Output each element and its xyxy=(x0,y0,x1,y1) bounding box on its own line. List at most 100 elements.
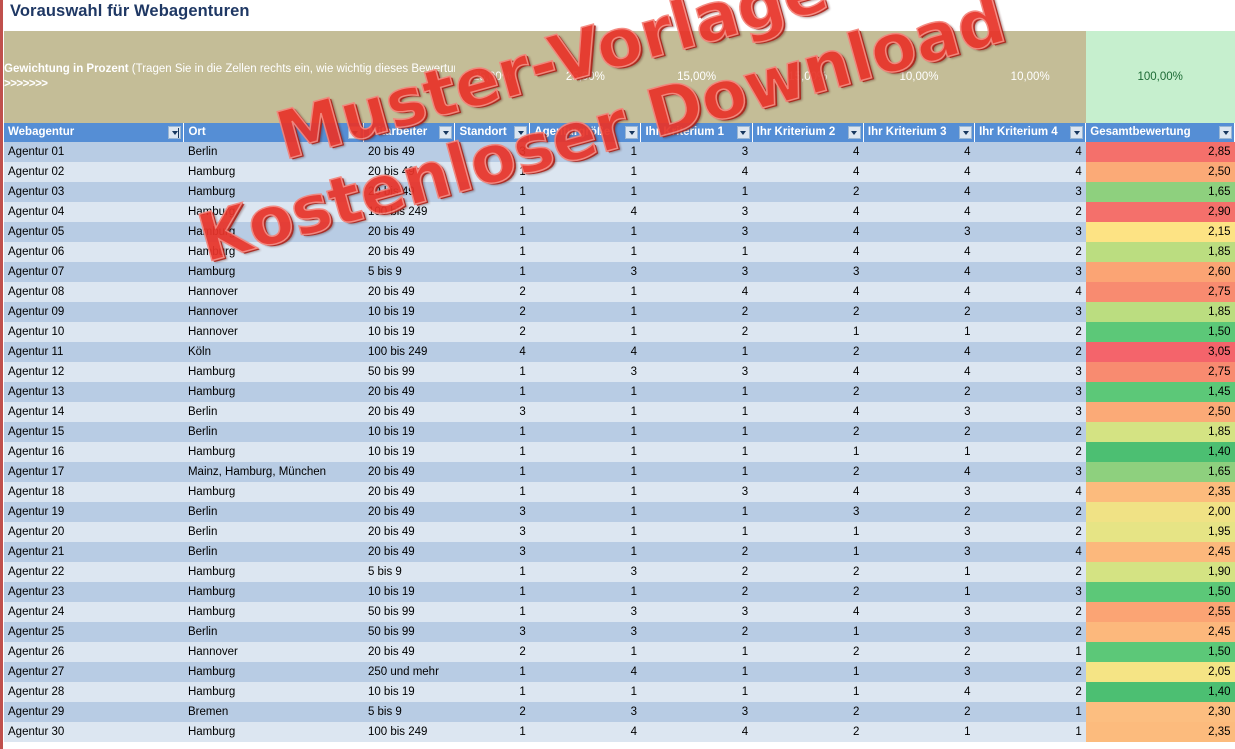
agency-location[interactable]: Hamburg xyxy=(183,162,364,182)
score-kriterium-4[interactable]: 3 xyxy=(974,362,1086,382)
agency-name[interactable]: Agentur 17 xyxy=(4,462,184,482)
table-row[interactable]: Agentur 11 Köln 100 bis 249 4 4 1 2 4 2 3,05 xyxy=(4,342,1235,362)
agency-employees[interactable]: 20 bis 49 xyxy=(363,462,455,482)
score-kriterium-3[interactable]: 4 xyxy=(863,682,975,702)
score-kriterium-4[interactable]: 3 xyxy=(974,302,1086,322)
score-agenturgroesse[interactable]: 3 xyxy=(529,362,641,382)
score-kriterium-4[interactable]: 1 xyxy=(974,722,1086,742)
score-standort[interactable]: 1 xyxy=(454,722,530,742)
score-kriterium-4[interactable]: 2 xyxy=(974,322,1086,342)
weighting-percent-2[interactable]: 25,00% xyxy=(529,31,641,123)
score-kriterium-2[interactable]: 2 xyxy=(752,722,864,742)
agency-name[interactable]: Agentur 20 xyxy=(4,522,184,542)
score-agenturgroesse[interactable]: 1 xyxy=(529,322,641,342)
score-kriterium-4[interactable]: 3 xyxy=(974,182,1086,202)
score-standort[interactable]: 1 xyxy=(454,222,530,242)
agency-name[interactable]: Agentur 09 xyxy=(4,302,184,322)
score-kriterium-2[interactable]: 2 xyxy=(752,462,864,482)
score-kriterium-3[interactable]: 4 xyxy=(863,342,975,362)
score-standort[interactable]: 3 xyxy=(454,622,530,642)
score-agenturgroesse[interactable]: 4 xyxy=(529,342,641,362)
agency-location[interactable]: Berlin xyxy=(183,502,364,522)
agency-name[interactable]: Agentur 08 xyxy=(4,282,184,302)
agency-name[interactable]: Agentur 14 xyxy=(4,402,184,422)
score-kriterium-2[interactable]: 2 xyxy=(752,422,864,442)
score-kriterium-4[interactable]: 3 xyxy=(974,462,1086,482)
score-kriterium-3[interactable]: 2 xyxy=(863,382,975,402)
score-kriterium-2[interactable]: 4 xyxy=(752,222,864,242)
weighting-percent-4[interactable]: 15,00% xyxy=(752,31,864,123)
agency-location[interactable]: Berlin xyxy=(183,142,364,162)
score-kriterium-4[interactable]: 2 xyxy=(974,242,1086,262)
score-kriterium-4[interactable]: 3 xyxy=(974,582,1086,602)
agency-name[interactable]: Agentur 23 xyxy=(4,582,184,602)
score-kriterium-4[interactable]: 3 xyxy=(974,262,1086,282)
column-header-ihr-kriterium-2[interactable]: Ihr Kriterium 2 xyxy=(752,123,864,142)
score-kriterium-2[interactable]: 1 xyxy=(752,322,864,342)
score-agenturgroesse[interactable]: 1 xyxy=(529,522,641,542)
agency-location[interactable]: Köln xyxy=(183,342,364,362)
score-kriterium-2[interactable]: 2 xyxy=(752,342,864,362)
agency-employees[interactable]: 20 bis 49 xyxy=(363,522,455,542)
score-kriterium-4[interactable]: 4 xyxy=(974,482,1086,502)
table-row[interactable]: Agentur 10 Hannover 10 bis 19 2 1 2 1 1 2 1,50 xyxy=(4,322,1235,342)
filter-icon[interactable] xyxy=(847,126,861,139)
score-agenturgroesse[interactable]: 1 xyxy=(529,502,641,522)
agency-employees[interactable]: 20 bis 49 xyxy=(363,402,455,422)
table-row[interactable]: Agentur 28 Hamburg 10 bis 19 1 1 1 1 4 2 1,40 xyxy=(4,682,1235,702)
score-kriterium-2[interactable]: 3 xyxy=(752,502,864,522)
table-row[interactable]: Agentur 22 Hamburg 5 bis 9 1 3 2 2 1 2 1,90 xyxy=(4,562,1235,582)
column-header-ihr-kriterium-1[interactable]: Ihr Kriterium 1 xyxy=(640,123,753,142)
table-row[interactable]: Agentur 04 Hamburg 100 bis 249 1 4 3 4 4 2 2,90 xyxy=(4,202,1235,222)
agency-name[interactable]: Agentur 18 xyxy=(4,482,184,502)
score-kriterium-3[interactable]: 3 xyxy=(863,542,975,562)
agency-name[interactable]: Agentur 04 xyxy=(4,202,184,222)
score-kriterium-2[interactable]: 4 xyxy=(752,362,864,382)
score-kriterium-4[interactable]: 4 xyxy=(974,542,1086,562)
score-agenturgroesse[interactable]: 1 xyxy=(529,302,641,322)
agency-employees[interactable]: 20 bis 49 xyxy=(363,222,455,242)
score-standort[interactable]: 1 xyxy=(454,262,530,282)
score-kriterium-3[interactable]: 3 xyxy=(863,522,975,542)
filter-icon[interactable] xyxy=(348,126,362,139)
agency-employees[interactable]: 20 bis 49 xyxy=(363,282,455,302)
score-agenturgroesse[interactable]: 1 xyxy=(529,142,641,162)
agency-location[interactable]: Hamburg xyxy=(183,582,364,602)
table-row[interactable]: Agentur 03 Hamburg 20 bis 49 1 1 1 2 4 3 1,65 xyxy=(4,182,1235,202)
score-kriterium-1[interactable]: 1 xyxy=(640,502,753,522)
table-row[interactable]: Agentur 17 Mainz, Hamburg, München 20 bis … xyxy=(4,462,1235,482)
score-kriterium-2[interactable]: 2 xyxy=(752,702,864,722)
table-row[interactable]: Agentur 19 Berlin 20 bis 49 3 1 1 3 2 2 2,00 xyxy=(4,502,1235,522)
score-kriterium-4[interactable]: 3 xyxy=(974,222,1086,242)
score-kriterium-3[interactable]: 4 xyxy=(863,262,975,282)
column-header-mitarbeiter[interactable]: Mitarbeiter xyxy=(363,123,456,142)
agency-location[interactable]: Hamburg xyxy=(183,662,364,682)
table-row[interactable]: Agentur 09 Hannover 10 bis 19 2 1 2 2 2 3 1,85 xyxy=(4,302,1235,322)
score-kriterium-1[interactable]: 2 xyxy=(640,582,753,602)
score-standort[interactable]: 1 xyxy=(454,662,530,682)
score-kriterium-3[interactable]: 3 xyxy=(863,482,975,502)
column-header-standort[interactable]: Standort xyxy=(454,123,531,142)
score-kriterium-2[interactable]: 1 xyxy=(752,622,864,642)
score-kriterium-3[interactable]: 4 xyxy=(863,242,975,262)
agency-employees[interactable]: 100 bis 249 xyxy=(363,202,455,222)
agency-name[interactable]: Agentur 03 xyxy=(4,182,184,202)
agency-name[interactable]: Agentur 02 xyxy=(4,162,184,182)
score-kriterium-4[interactable]: 1 xyxy=(974,702,1086,722)
agency-location[interactable]: Hannover xyxy=(183,642,364,662)
score-kriterium-1[interactable]: 1 xyxy=(640,342,753,362)
score-standort[interactable]: 1 xyxy=(454,162,530,182)
score-kriterium-3[interactable]: 4 xyxy=(863,282,975,302)
agency-employees[interactable]: 20 bis 49 xyxy=(363,242,455,262)
filter-icon[interactable] xyxy=(959,126,973,139)
table-row[interactable]: Agentur 12 Hamburg 50 bis 99 1 3 3 4 4 3 2,75 xyxy=(4,362,1235,382)
score-kriterium-1[interactable]: 1 xyxy=(640,182,753,202)
score-kriterium-2[interactable]: 4 xyxy=(752,602,864,622)
score-kriterium-1[interactable]: 1 xyxy=(640,402,753,422)
score-agenturgroesse[interactable]: 1 xyxy=(529,462,641,482)
table-row[interactable]: Agentur 16 Hamburg 10 bis 19 1 1 1 1 1 2 1,40 xyxy=(4,442,1235,462)
agency-name[interactable]: Agentur 10 xyxy=(4,322,184,342)
agency-name[interactable]: Agentur 26 xyxy=(4,642,184,662)
table-row[interactable]: Agentur 23 Hamburg 10 bis 19 1 1 2 2 1 3 1,50 xyxy=(4,582,1235,602)
score-standort[interactable]: 2 xyxy=(454,322,530,342)
